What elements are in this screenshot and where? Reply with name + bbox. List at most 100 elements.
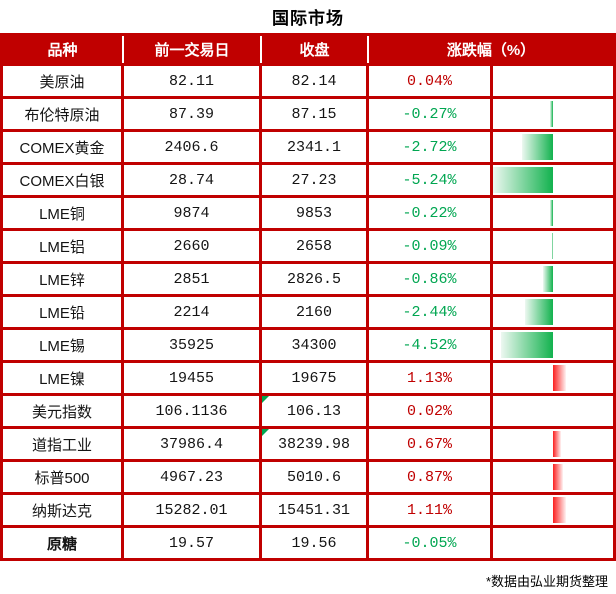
close-cell: 9853 [262, 195, 369, 228]
product-name-cell: 原糖 [3, 525, 124, 558]
header-product: 品种 [3, 36, 124, 63]
table-row: LME铅 2214 2160 -2.44% [3, 294, 613, 327]
close-cell: 82.14 [262, 63, 369, 96]
product-name-cell: LME镍 [3, 360, 124, 393]
close-cell: 106.13 [262, 393, 369, 426]
header-close: 收盘 [262, 36, 369, 63]
close-cell: 87.15 [262, 96, 369, 129]
change-bar-cell [493, 96, 613, 129]
prev-close-cell: 87.39 [124, 96, 262, 129]
close-cell: 19.56 [262, 525, 369, 558]
table-row: COMEX白银 28.74 27.23 -5.24% [3, 162, 613, 195]
close-value: 82.14 [291, 72, 337, 90]
close-cell: 19675 [262, 360, 369, 393]
change-bar-cell [493, 393, 613, 426]
change-percent-cell: 0.67% [369, 426, 493, 459]
change-percent-cell: 0.02% [369, 393, 493, 426]
change-percent-cell: -2.72% [369, 129, 493, 162]
close-cell: 2160 [262, 294, 369, 327]
table-row: 原糖 19.57 19.56 -0.05% [3, 525, 613, 558]
change-percent-cell: 1.11% [369, 492, 493, 525]
close-value: 34300 [291, 336, 337, 354]
close-value: 106.13 [286, 402, 341, 420]
close-cell: 2658 [262, 228, 369, 261]
change-data-bar [551, 233, 553, 259]
change-bar-cell [493, 294, 613, 327]
table-row: LME铝 2660 2658 -0.09% [3, 228, 613, 261]
close-value: 27.23 [291, 171, 337, 189]
product-name-cell: 纳斯达克 [3, 492, 124, 525]
product-name-cell: LME锌 [3, 261, 124, 294]
change-data-bar [493, 167, 553, 193]
prev-close-cell: 4967.23 [124, 459, 262, 492]
table-row: LME铜 9874 9853 -0.22% [3, 195, 613, 228]
prev-close-cell: 2851 [124, 261, 262, 294]
product-name-cell: 美元指数 [3, 393, 124, 426]
close-value: 19.56 [291, 534, 337, 552]
change-percent-cell: 0.87% [369, 459, 493, 492]
change-data-bar [553, 431, 561, 457]
prev-close-cell: 82.11 [124, 63, 262, 96]
change-percent-cell: -2.44% [369, 294, 493, 327]
close-value: 15451.31 [277, 501, 350, 519]
change-bar-cell [493, 261, 613, 294]
table-row: 美元指数 106.1136 106.13 0.02% [3, 393, 613, 426]
product-name-cell: 美原油 [3, 63, 124, 96]
change-bar-cell [493, 327, 613, 360]
close-value: 38239.98 [277, 435, 350, 453]
change-data-bar [553, 365, 566, 391]
change-percent-cell: -0.05% [369, 525, 493, 558]
table-row: 道指工业 37986.4 38239.98 0.67% [3, 426, 613, 459]
change-bar-cell [493, 228, 613, 261]
prev-close-cell: 15282.01 [124, 492, 262, 525]
prev-close-cell: 2406.6 [124, 129, 262, 162]
page-title: 国际市场 [272, 9, 344, 28]
change-percent-cell: -0.86% [369, 261, 493, 294]
close-value: 87.15 [291, 105, 337, 123]
change-bar-cell [493, 195, 613, 228]
change-bar-cell [493, 63, 613, 96]
product-name-cell: 道指工业 [3, 426, 124, 459]
prev-close-cell: 2214 [124, 294, 262, 327]
prev-close-cell: 2660 [124, 228, 262, 261]
prev-close-cell: 106.1136 [124, 393, 262, 426]
change-percent-cell: 0.04% [369, 63, 493, 96]
close-cell: 15451.31 [262, 492, 369, 525]
header-change-percent: 涨跌幅（%） [369, 36, 613, 63]
change-data-bar [553, 497, 566, 523]
change-percent-cell: -5.24% [369, 162, 493, 195]
product-name-cell: COMEX黄金 [3, 129, 124, 162]
change-bar-cell [493, 492, 613, 525]
table-row: 美原油 82.11 82.14 0.04% [3, 63, 613, 96]
international-market-table: 品种 前一交易日 收盘 涨跌幅（%） 美原油 82.11 82.14 0.04%… [0, 33, 616, 561]
prev-close-cell: 19455 [124, 360, 262, 393]
close-value: 2826.5 [286, 270, 341, 288]
change-data-bar [525, 299, 553, 325]
change-bar-cell [493, 129, 613, 162]
table-row: 纳斯达克 15282.01 15451.31 1.11% [3, 492, 613, 525]
comment-triangle-icon [262, 429, 269, 436]
close-cell: 34300 [262, 327, 369, 360]
footer-note: *数据由弘业期货整理 [485, 574, 608, 589]
change-bar-cell [493, 162, 613, 195]
header-row: 品种 前一交易日 收盘 涨跌幅（%） [3, 36, 613, 63]
table-row: 标普500 4967.23 5010.6 0.87% [3, 459, 613, 492]
table-row: COMEX黄金 2406.6 2341.1 -2.72% [3, 129, 613, 162]
close-cell: 2341.1 [262, 129, 369, 162]
product-name-cell: LME铅 [3, 294, 124, 327]
table-row: LME镍 19455 19675 1.13% [3, 360, 613, 393]
comment-triangle-icon [262, 396, 269, 403]
close-cell: 2826.5 [262, 261, 369, 294]
change-percent-cell: 1.13% [369, 360, 493, 393]
close-value: 2160 [295, 303, 332, 321]
prev-close-cell: 19.57 [124, 525, 262, 558]
close-cell: 5010.6 [262, 459, 369, 492]
change-data-bar [549, 101, 553, 127]
change-data-bar [550, 200, 553, 226]
product-name-cell: 标普500 [3, 459, 124, 492]
change-bar-cell [493, 360, 613, 393]
product-name-cell: 布伦特原油 [3, 96, 124, 129]
prev-close-cell: 9874 [124, 195, 262, 228]
close-cell: 27.23 [262, 162, 369, 195]
change-bar-cell [493, 426, 613, 459]
